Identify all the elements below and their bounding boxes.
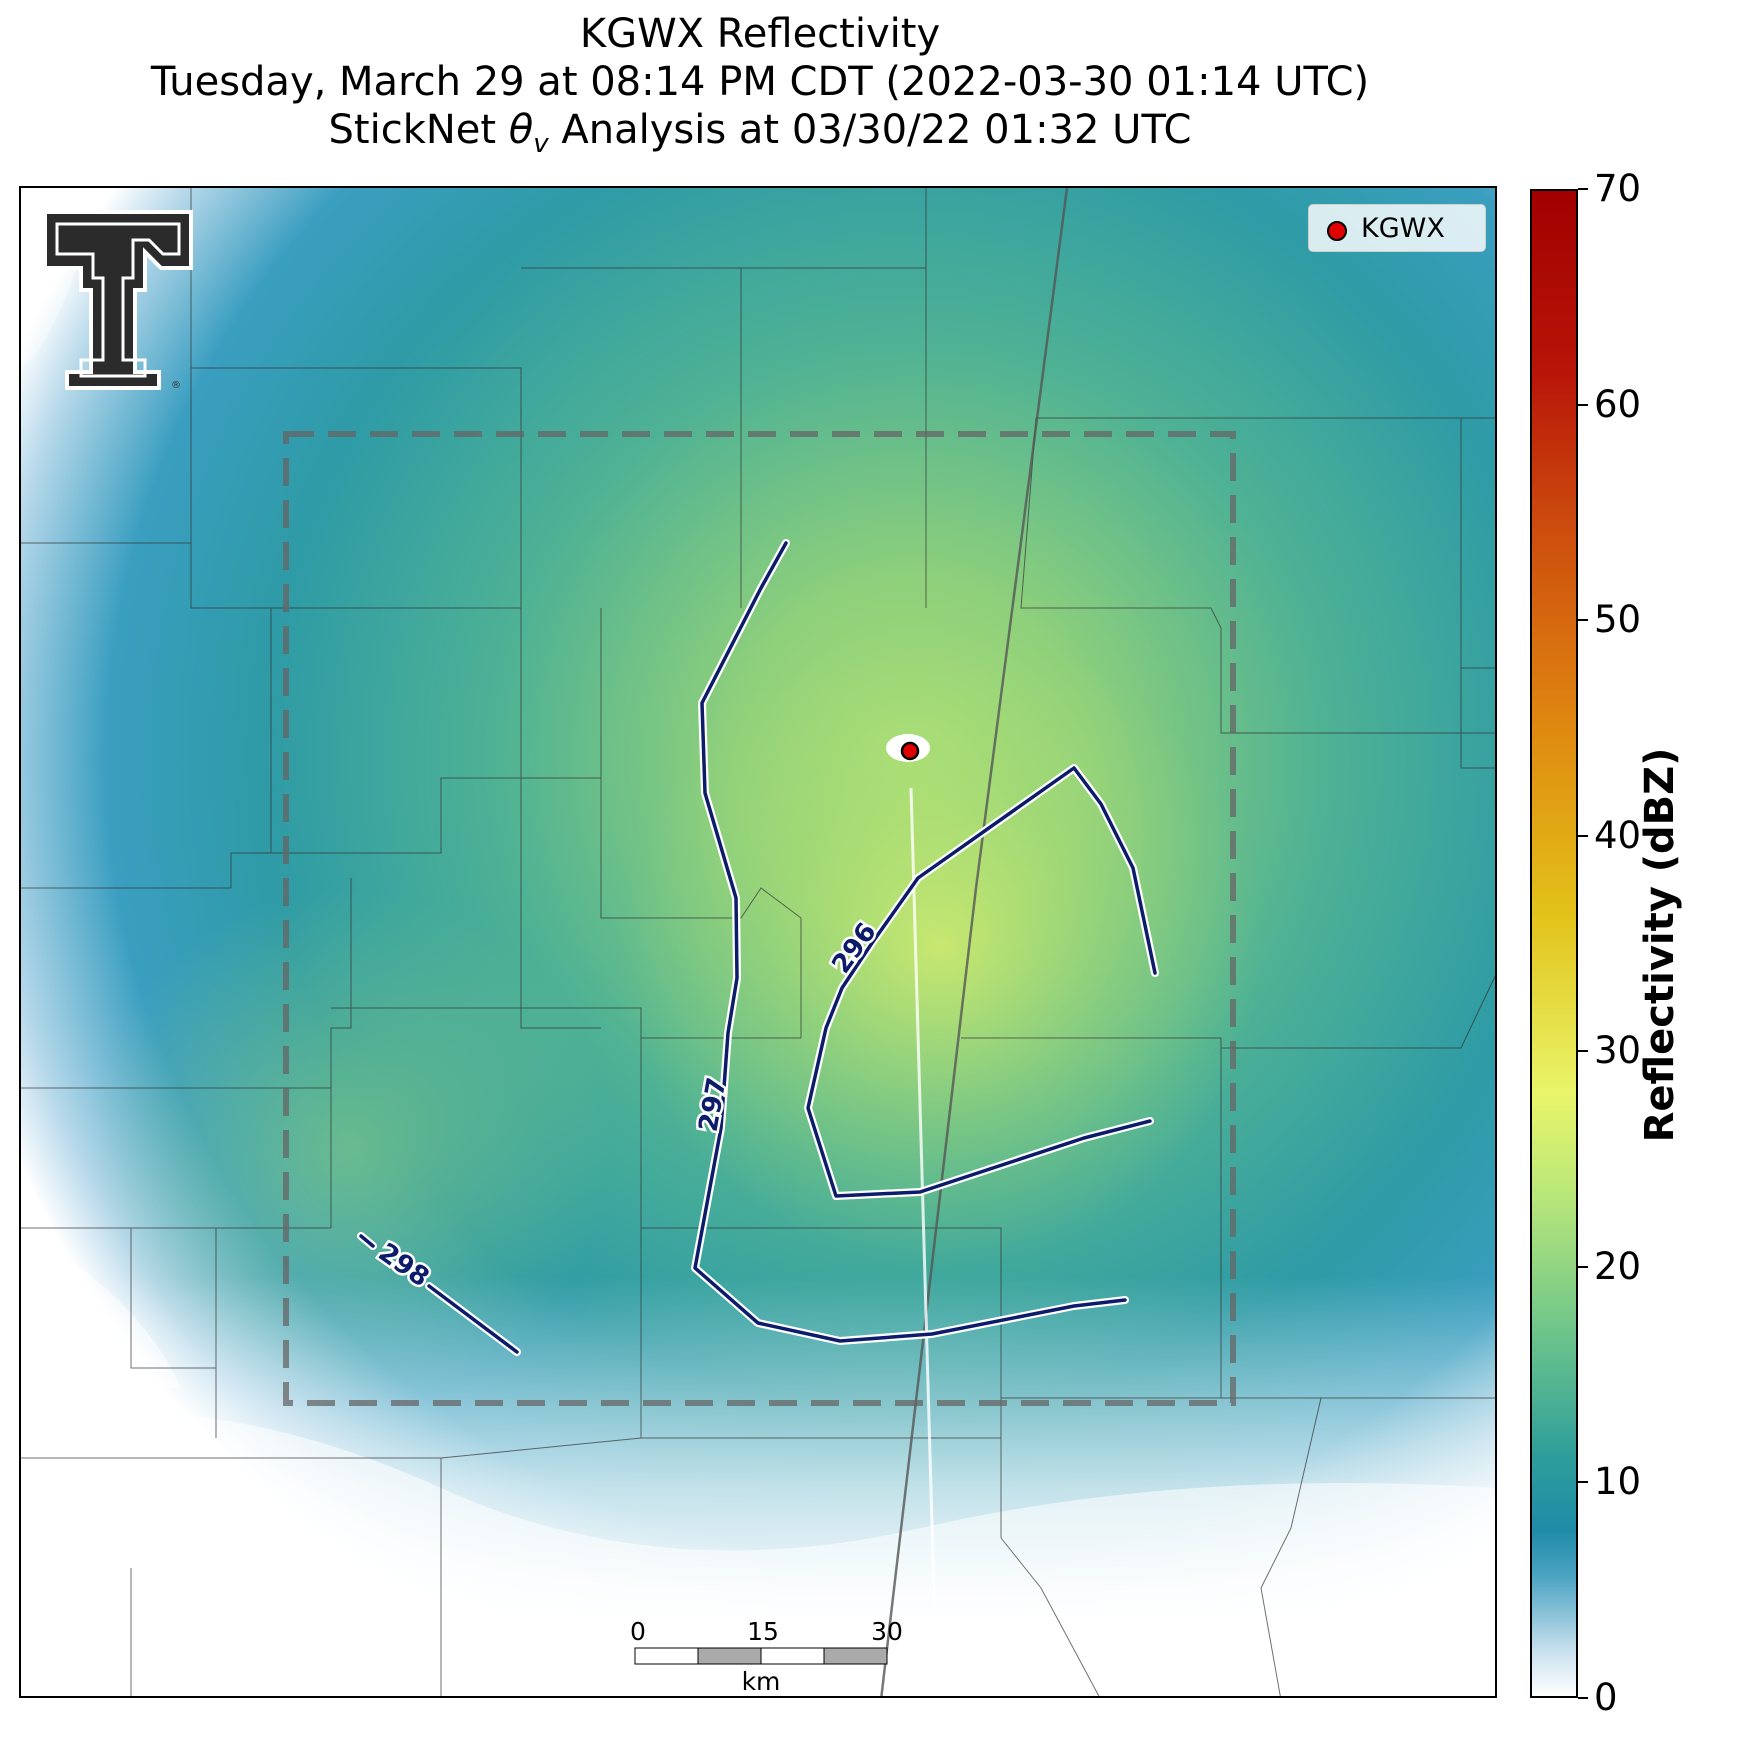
texas-tech-logo: ® — [43, 210, 193, 391]
colorbar-tick-label: 30 — [1594, 1029, 1642, 1073]
contour-298 — [357, 1232, 521, 1356]
radar-map-svg: 296 297 298 ® — [21, 188, 1495, 1696]
scale-bar-unit: km — [741, 1667, 781, 1696]
highway-line — [880, 188, 1069, 1696]
county-borders — [21, 188, 1495, 1696]
colorbar-tick — [1578, 1265, 1588, 1268]
scale-bar-label-0: 0 — [630, 1617, 646, 1646]
scale-bar-label-15: 15 — [747, 1617, 779, 1646]
colorbar-tick — [1578, 403, 1588, 406]
analysis-domain-box — [283, 431, 1236, 1406]
chart-title: KGWX Reflectivity Tuesday, March 29 at 0… — [0, 10, 1520, 168]
colorbar-tick — [1578, 619, 1588, 622]
radar-map[interactable]: 296 297 298 ® 0 15 30 km KGWX — [19, 186, 1497, 1698]
colorbar-tick — [1578, 1697, 1588, 1699]
title-line-3: StickNet θv Analysis at 03/30/22 01:32 U… — [328, 107, 1192, 159]
title-line-1: KGWX Reflectivity — [579, 11, 941, 57]
contour-296 — [804, 764, 1159, 1200]
colorbar-tick — [1578, 834, 1588, 837]
colorbar-tick-label: 0 — [1594, 1676, 1618, 1719]
legend-entry-label: KGWX — [1361, 213, 1445, 244]
radar-site-marker[interactable] — [900, 741, 920, 761]
colorbar-tick — [1578, 1481, 1588, 1484]
colorbar-tick-label: 50 — [1594, 598, 1642, 642]
legend-marker-icon — [1327, 221, 1347, 241]
map-legend: KGWX — [1308, 204, 1486, 252]
beam-artifact — [909, 787, 939, 1696]
no-echo-region — [21, 1411, 1495, 1696]
theta-v-contours — [357, 539, 1159, 1356]
colorbar-tick-label: 40 — [1594, 813, 1642, 857]
colorbar-label: Reflectivity (dBZ) — [1637, 747, 1683, 1143]
no-echo-region-sw — [21, 1228, 181, 1388]
title-line-2: Tuesday, March 29 at 08:14 PM CDT (2022-… — [150, 59, 1370, 105]
colorbar-tick-label: 20 — [1594, 1244, 1642, 1288]
colorbar-tick-label: 60 — [1594, 382, 1642, 426]
scale-bar — [634, 1647, 888, 1665]
colorbar — [1530, 189, 1578, 1698]
logo-registered-mark: ® — [171, 380, 181, 391]
colorbar-tick-label: 10 — [1594, 1460, 1642, 1504]
colorbar-tick-label: 70 — [1594, 167, 1642, 210]
contour-297 — [691, 539, 1129, 1345]
colorbar-tick — [1578, 1050, 1588, 1053]
scale-bar-label-30: 30 — [871, 1617, 903, 1646]
colorbar-tick — [1578, 188, 1588, 190]
